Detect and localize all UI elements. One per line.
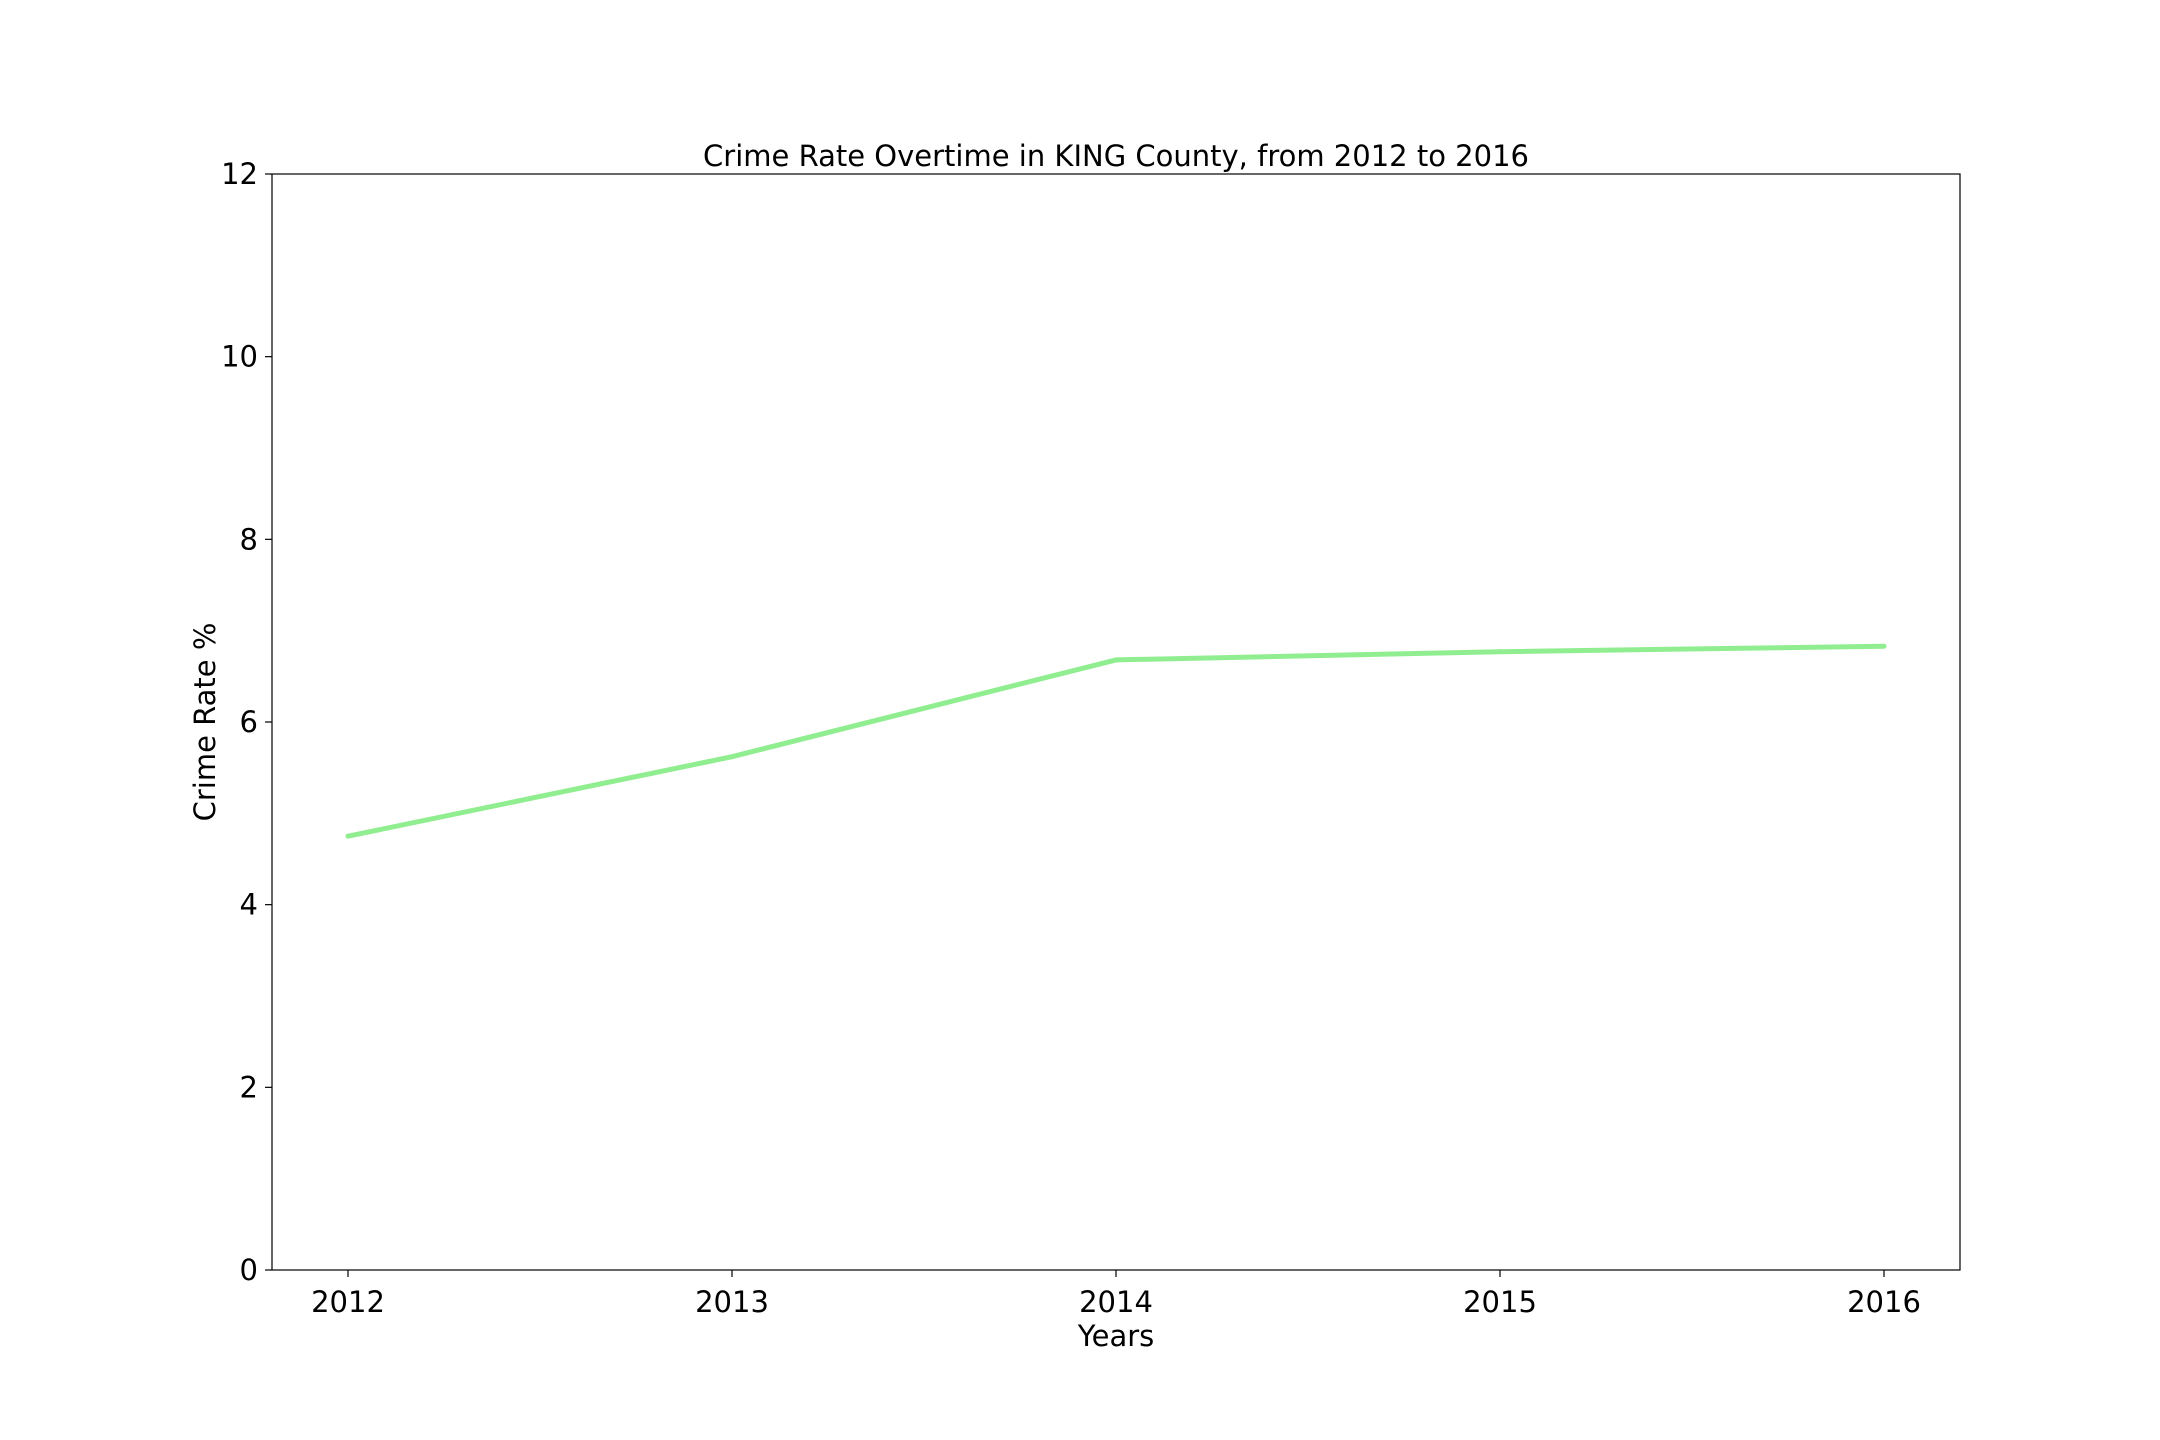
series-line (347, 643, 1885, 839)
data-point (729, 754, 735, 760)
x-tick-label: 2014 (1079, 1285, 1153, 1319)
data-point (1113, 657, 1119, 663)
y-tick-label: 10 (221, 340, 258, 374)
y-axis: 0 2 4 6 8 10 12 (221, 157, 272, 1287)
x-axis-title: Years (1077, 1319, 1155, 1353)
y-tick-label: 0 (240, 1253, 258, 1287)
x-tick-label: 2015 (1463, 1285, 1537, 1319)
chart-title: Crime Rate Overtime in KING County, from… (703, 139, 1529, 173)
y-tick-label: 12 (221, 157, 258, 191)
y-tick-label: 8 (240, 522, 258, 556)
data-point (345, 833, 351, 839)
data-point (1497, 649, 1503, 655)
y-axis-title: Crime Rate % (188, 623, 222, 822)
y-tick-label: 6 (240, 705, 258, 739)
plot-area-frame (271, 173, 1961, 1271)
x-tick-label: 2012 (311, 1285, 385, 1319)
x-axis: 2012 2013 2014 2015 2016 (311, 1270, 1921, 1319)
x-tick-label: 2016 (1847, 1285, 1921, 1319)
x-tick-label: 2013 (695, 1285, 769, 1319)
series-layer (345, 643, 1887, 839)
y-tick-label: 4 (240, 888, 258, 922)
y-tick-label: 2 (240, 1070, 258, 1104)
data-point (1881, 643, 1887, 649)
